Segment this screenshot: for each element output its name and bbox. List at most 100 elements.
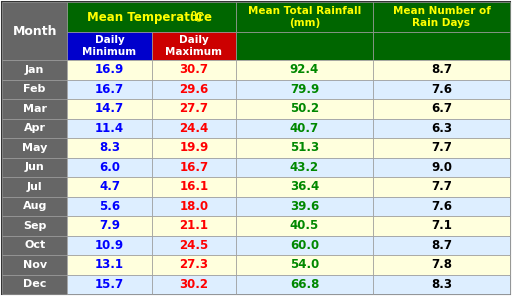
Bar — [2, 157, 68, 177]
Text: May: May — [22, 143, 47, 153]
Text: Dec: Dec — [23, 279, 47, 289]
Bar — [68, 118, 152, 138]
Text: 10.9: 10.9 — [95, 239, 124, 252]
Text: 19.9: 19.9 — [179, 141, 208, 154]
Text: Aug: Aug — [23, 201, 47, 211]
Text: 13.1: 13.1 — [95, 258, 124, 271]
Bar — [152, 236, 236, 255]
Bar — [236, 255, 373, 274]
Text: C: C — [194, 10, 203, 23]
Bar — [2, 216, 68, 236]
Bar — [2, 236, 68, 255]
Text: 16.7: 16.7 — [95, 83, 124, 96]
Text: 36.4: 36.4 — [290, 180, 319, 193]
Bar — [152, 99, 236, 118]
Text: Mar: Mar — [23, 104, 47, 114]
Text: 40.5: 40.5 — [290, 219, 319, 232]
Text: 9.0: 9.0 — [431, 161, 452, 174]
Bar — [152, 274, 236, 294]
Text: Jul: Jul — [27, 182, 42, 192]
Text: 29.6: 29.6 — [179, 83, 208, 96]
Text: Jan: Jan — [25, 65, 45, 75]
Bar — [2, 197, 68, 216]
Text: 51.3: 51.3 — [290, 141, 319, 154]
Text: Jun: Jun — [25, 162, 45, 172]
Bar — [373, 197, 510, 216]
Text: 4.7: 4.7 — [99, 180, 120, 193]
Bar — [236, 177, 373, 197]
Text: Daily
Minimum: Daily Minimum — [82, 35, 137, 57]
Text: Nov: Nov — [23, 260, 47, 270]
Text: 7.6: 7.6 — [431, 83, 452, 96]
Bar — [68, 80, 152, 99]
Bar — [373, 274, 510, 294]
Bar — [68, 99, 152, 118]
Bar — [373, 2, 510, 32]
Bar — [236, 118, 373, 138]
Text: 30.2: 30.2 — [179, 278, 208, 291]
Text: 11.4: 11.4 — [95, 122, 124, 135]
Text: Mean Number of
Rain Days: Mean Number of Rain Days — [393, 6, 490, 28]
Text: 18.0: 18.0 — [179, 200, 208, 213]
Bar — [152, 216, 236, 236]
Bar — [152, 197, 236, 216]
Bar — [236, 2, 373, 32]
Bar — [373, 236, 510, 255]
Text: 8.3: 8.3 — [99, 141, 120, 154]
Bar — [236, 274, 373, 294]
Text: 24.4: 24.4 — [179, 122, 208, 135]
Text: Daily
Maximum: Daily Maximum — [165, 35, 222, 57]
Text: 21.1: 21.1 — [179, 219, 208, 232]
Text: 6.0: 6.0 — [99, 161, 120, 174]
Bar — [373, 157, 510, 177]
Bar — [373, 177, 510, 197]
Bar — [373, 99, 510, 118]
Bar — [68, 236, 152, 255]
Bar — [152, 80, 236, 99]
Bar — [236, 236, 373, 255]
Bar — [373, 32, 510, 60]
Bar — [236, 138, 373, 157]
Bar — [68, 157, 152, 177]
Bar — [2, 274, 68, 294]
Text: Oct: Oct — [24, 240, 45, 250]
Text: 60.0: 60.0 — [290, 239, 319, 252]
Bar — [68, 177, 152, 197]
Bar — [68, 138, 152, 157]
Bar — [2, 177, 68, 197]
Bar — [68, 197, 152, 216]
Text: 16.1: 16.1 — [179, 180, 208, 193]
Text: 92.4: 92.4 — [290, 63, 319, 76]
Text: 27.7: 27.7 — [179, 102, 208, 115]
Bar — [236, 80, 373, 99]
Bar — [236, 60, 373, 80]
Bar — [152, 118, 236, 138]
Text: 40.7: 40.7 — [290, 122, 319, 135]
Text: 39.6: 39.6 — [290, 200, 319, 213]
Text: 8.3: 8.3 — [431, 278, 452, 291]
Bar — [373, 118, 510, 138]
Bar — [68, 255, 152, 274]
Bar — [236, 32, 373, 60]
Text: 7.1: 7.1 — [431, 219, 452, 232]
Text: 54.0: 54.0 — [290, 258, 319, 271]
Bar — [152, 32, 236, 60]
Bar — [236, 99, 373, 118]
Bar — [152, 138, 236, 157]
Text: 7.6: 7.6 — [431, 200, 452, 213]
Text: Mean Temperature: Mean Temperature — [87, 10, 216, 23]
Bar — [68, 216, 152, 236]
Text: 8.7: 8.7 — [431, 239, 452, 252]
Bar — [152, 177, 236, 197]
Text: 5.6: 5.6 — [99, 200, 120, 213]
Text: 6.3: 6.3 — [431, 122, 452, 135]
Bar — [152, 255, 236, 274]
Text: 7.9: 7.9 — [99, 219, 120, 232]
Text: 15.7: 15.7 — [95, 278, 124, 291]
Bar — [68, 32, 152, 60]
Text: o: o — [191, 9, 197, 17]
Text: Apr: Apr — [24, 123, 46, 133]
Text: 7.7: 7.7 — [431, 180, 452, 193]
Text: 16.9: 16.9 — [95, 63, 124, 76]
Bar — [373, 138, 510, 157]
